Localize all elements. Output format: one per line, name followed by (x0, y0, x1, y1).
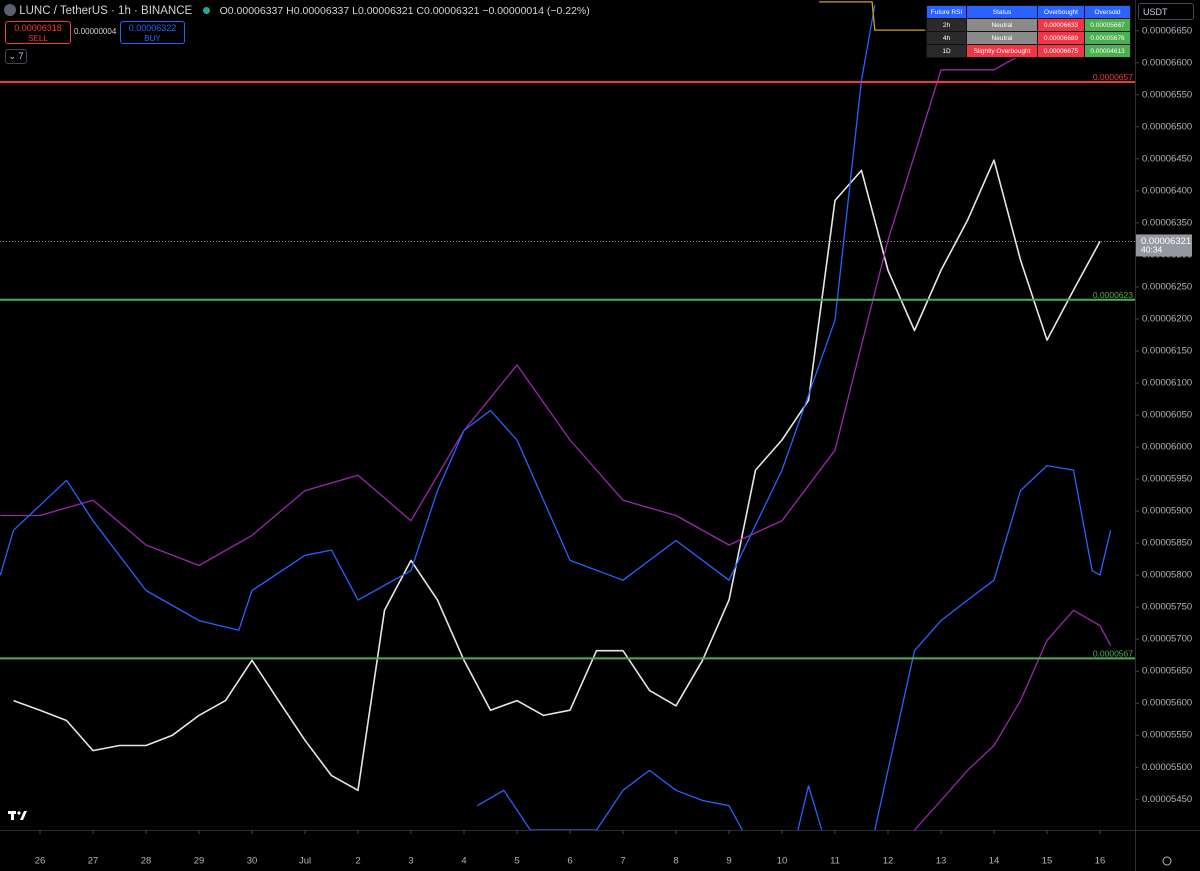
y-tick-label: 0.00005700 (1142, 634, 1192, 645)
table-cell: 0.00005676 (1084, 31, 1131, 45)
y-tick-label: 0.00006550 (1142, 89, 1192, 100)
table-cell: Overbought (1037, 5, 1085, 19)
settings-icon[interactable] (1162, 856, 1172, 866)
last-price-label: 0.00006321 (1141, 236, 1191, 247)
x-tick-label: 12 (883, 856, 894, 867)
table-cell: Status (966, 5, 1038, 19)
rsi-table: Future RSI Status Overbought Oversold 2h Neut… (926, 5, 1131, 58)
y-tick-label: 0.00005450 (1142, 794, 1192, 805)
spread: 0.00000004 (74, 27, 117, 36)
buy-label: BUY (144, 34, 161, 43)
y-tick-label: 0.00006650 (1142, 25, 1192, 36)
buy-button[interactable]: 0.00006322 BUY (120, 21, 185, 44)
table-row: 2h Neutral 0.00006633 0.00005667 (926, 18, 1131, 32)
x-tick-label: 13 (936, 856, 947, 867)
x-tick-label: 4 (461, 856, 466, 867)
symbol[interactable]: LUNC / TetherUS · 1h · BINANCE (19, 5, 193, 17)
table-cell: 1D (926, 44, 967, 58)
y-tick-label: 0.00005650 (1142, 666, 1192, 677)
table-cell: Neutral (966, 31, 1038, 45)
countdown: 40:34 (1141, 245, 1163, 255)
y-tick-label: 0.00006100 (1142, 377, 1192, 388)
table-cell: Future RSI (926, 5, 967, 19)
y-tick-label: 0.00005900 (1142, 506, 1192, 517)
x-tick-label: 15 (1042, 856, 1053, 867)
y-tick-label: 0.00006600 (1142, 57, 1192, 68)
y-tick-label: 0.00006050 (1142, 410, 1192, 421)
buy-price: 0.00006322 (128, 23, 177, 33)
y-tick-label: 0.00006150 (1142, 345, 1192, 356)
x-tick-label: 7 (620, 856, 625, 867)
indicator-line (819, 1, 926, 31)
x-tick-label: 27 (88, 856, 99, 867)
table-cell: Slightly Overbought (966, 44, 1038, 58)
tv-logo (8, 811, 27, 820)
y-tick-label: 0.00006500 (1142, 121, 1192, 132)
y-tick-label: 0.00005500 (1142, 762, 1192, 773)
indicator-count: 7 (18, 51, 24, 61)
x-tick-label: 10 (777, 856, 788, 867)
last-price-box (1136, 234, 1192, 257)
level-label: 0.0000623 (1093, 290, 1133, 300)
x-tick-label: 2 (355, 856, 360, 867)
table-cell: Neutral (966, 18, 1038, 32)
table-cell: 0.00004613 (1084, 44, 1131, 58)
x-tick-label: Jul (299, 856, 311, 867)
x-tick-label: 29 (194, 856, 205, 867)
level-label: 0.0000567 (1093, 649, 1133, 659)
x-tick-label: 11 (830, 856, 840, 867)
y-tick-label: 0.00006400 (1142, 185, 1192, 196)
x-tick-label: 8 (673, 856, 678, 867)
sell-button[interactable]: 0.00006318 SELL (5, 21, 71, 44)
indicator-line (0, 4, 876, 631)
table-header: Future RSI Status Overbought Oversold (926, 5, 1131, 19)
x-tick-label: 16 (1095, 856, 1106, 867)
y-tick-label: 0.00006450 (1142, 153, 1192, 164)
table-cell: 0.00005667 (1084, 18, 1131, 32)
y-tick-label: 0.00005850 (1142, 538, 1192, 549)
level-label: 0.0000657 (1093, 72, 1133, 82)
x-tick-label: 5 (514, 856, 519, 867)
x-tick-label: 30 (247, 856, 258, 867)
market-status (203, 7, 211, 14)
indicator-line (0, 39, 1048, 567)
price-line (13, 159, 1101, 792)
table-row: 1D Slightly Overbought 0.00006675 0.0000461… (926, 44, 1131, 58)
table-cell: 4h (926, 31, 967, 45)
symbol-row: LUNC / TetherUS · 1h · BINANCE O0.000063… (4, 4, 590, 17)
table-cell: 0.00006633 (1037, 18, 1085, 32)
y-tick-label: 0.00006350 (1142, 217, 1192, 228)
x-tick-label: 3 (408, 856, 413, 867)
x-tick-label: 9 (726, 856, 731, 867)
y-tick-label: 0.00005800 (1142, 570, 1192, 581)
y-tick-label: 0.00005950 (1142, 474, 1192, 485)
y-tick-label: 0.00005600 (1142, 698, 1192, 709)
y-tick-label: 0.00005550 (1142, 730, 1192, 741)
symbol-icon (4, 4, 16, 16)
x-tick-label: 26 (35, 856, 46, 867)
indicator-line (476, 464, 1112, 830)
ohlc: O0.00006337 H0.00006337 L0.00006321 C0.0… (219, 5, 590, 17)
y-tick-label: 0.00006250 (1142, 281, 1192, 292)
sell-price: 0.00006318 (14, 23, 62, 33)
sell-label: SELL (28, 34, 48, 43)
x-tick-label: 14 (989, 856, 1000, 867)
table-cell: 0.00006689 (1037, 31, 1085, 45)
y-tick-label: 0.00006200 (1142, 313, 1192, 324)
y-tick-label: 0.00006000 (1142, 442, 1192, 453)
table-cell: Oversold (1084, 5, 1131, 19)
indicators-toggle[interactable]: ⌄ 7 (5, 49, 27, 64)
table-row: 4h Neutral 0.00006689 0.00005676 (926, 31, 1131, 45)
currency-select[interactable]: USDT (1138, 3, 1194, 20)
plot-area (0, 1, 1112, 830)
x-tick-label: 6 (567, 856, 572, 867)
table-cell: 0.00006675 (1037, 44, 1085, 58)
table-cell: 2h (926, 18, 967, 32)
y-tick-label: 0.00005750 (1142, 602, 1192, 613)
indicator-line (914, 609, 1112, 830)
x-tick-label: 28 (141, 856, 152, 867)
